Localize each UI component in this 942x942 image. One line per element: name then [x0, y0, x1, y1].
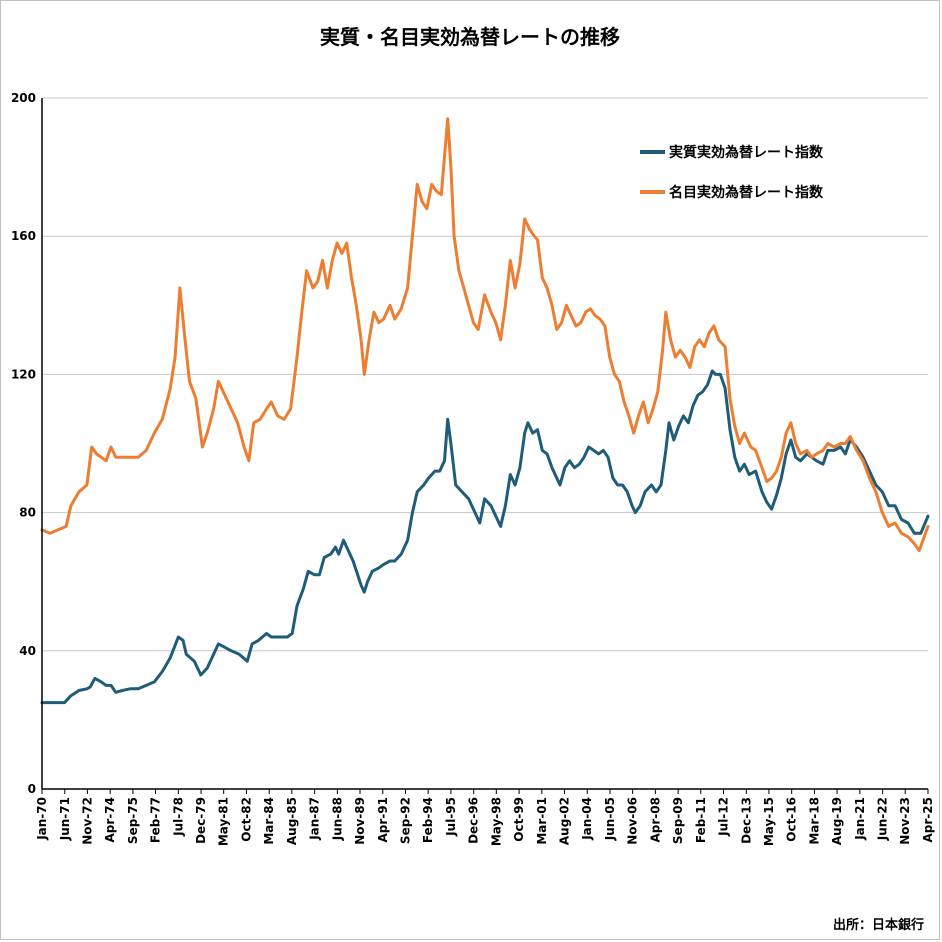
x-tick-label: Apr-74	[103, 797, 117, 842]
x-tick-label: Apr-25	[921, 797, 935, 842]
x-tick-label: Jan-21	[853, 797, 867, 841]
x-tick-label: May-15	[762, 797, 776, 846]
x-tick-label: Jun-88	[330, 797, 344, 841]
x-tick-label: Dec-96	[467, 797, 481, 844]
x-tick-label: Aug-85	[285, 797, 299, 845]
x-tick-label: Nov-06	[626, 797, 640, 845]
x-axis-ticks: Jan-70 Jun-71 Nov-72 Apr-74 Sep-75 Feb-77 Jul-…	[35, 789, 935, 846]
x-tick-label: Feb-94	[421, 797, 435, 843]
x-tick-label: Jul-95	[444, 797, 458, 837]
x-tick-label: Sep-92	[399, 797, 413, 844]
y-tick-label: 160	[11, 229, 36, 243]
x-tick-label: Nov-72	[80, 797, 94, 845]
x-tick-label: Sep-75	[126, 797, 140, 844]
legend-label-1: 名目実効為替レート指数	[669, 184, 824, 201]
x-tick-label: May-98	[489, 797, 503, 846]
x-tick-label: Jan-87	[308, 797, 322, 841]
source-note: 出所：日本銀行	[833, 917, 924, 933]
x-tick-label: Jan-70	[35, 797, 49, 841]
x-tick-label: Mar-84	[262, 797, 276, 845]
x-tick-label: Mar-01	[535, 797, 549, 845]
x-tick-label: May-81	[217, 797, 231, 846]
gridlines	[42, 97, 928, 652]
x-tick-label: Jan-04	[580, 797, 594, 841]
x-tick-label: Feb-11	[694, 797, 708, 843]
y-tick-label: 120	[11, 367, 36, 381]
x-tick-label: Oct-16	[785, 797, 799, 842]
chart-title: 実質・名目実効為替レートの推移	[320, 25, 620, 49]
x-tick-label: Jun-05	[603, 797, 617, 841]
axes	[41, 98, 928, 790]
x-tick-label: Aug-02	[557, 797, 571, 845]
x-tick-label: Oct-99	[512, 797, 526, 842]
x-tick-label: Dec-13	[739, 797, 753, 844]
x-tick-label: Jul-78	[171, 797, 185, 837]
x-tick-label: Aug-19	[830, 797, 844, 845]
x-tick-label: Jul-12	[717, 797, 731, 837]
legend-label-0: 実質実効為替レート指数	[669, 144, 824, 161]
x-tick-label: Jun-71	[58, 797, 72, 841]
x-tick-label: Jun-22	[876, 797, 890, 841]
x-tick-label: Dec-79	[194, 797, 208, 844]
x-tick-label: Feb-77	[149, 797, 163, 843]
y-tick-label: 200	[11, 91, 36, 105]
x-tick-label: Nov-89	[353, 797, 367, 845]
series-layer	[40, 117, 930, 705]
series-line-1	[40, 117, 930, 553]
series-line-0	[40, 369, 930, 705]
y-tick-label: 0	[28, 782, 36, 796]
x-tick-label: Nov-23	[898, 797, 912, 845]
x-tick-label: Mar-18	[807, 797, 821, 845]
y-tick-label: 80	[19, 506, 36, 520]
x-tick-label: Apr-91	[376, 797, 390, 842]
x-tick-label: Apr-08	[648, 797, 662, 842]
x-tick-label: Oct-82	[239, 797, 253, 842]
y-axis-ticks: 0 40 80 120 160 200	[11, 91, 36, 796]
y-tick-label: 40	[19, 644, 36, 658]
x-tick-label: Sep-09	[671, 797, 685, 844]
